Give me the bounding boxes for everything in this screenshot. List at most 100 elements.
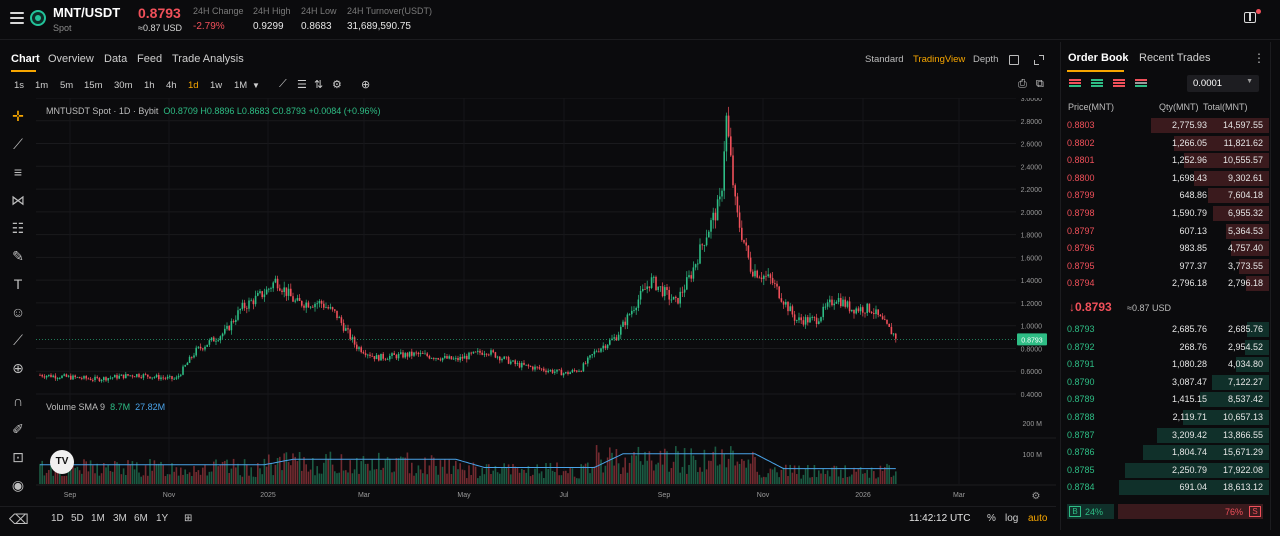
bid-row[interactable]: 0.8785 2,250.79 17,922.08 (1061, 462, 1269, 479)
zoom-icon[interactable]: ⊕ (12, 360, 24, 376)
tab-recent-trades[interactable]: Recent Trades (1139, 52, 1211, 64)
view-tradingview[interactable]: TradingView (913, 54, 966, 65)
lock-icon[interactable]: ⊡ (12, 449, 24, 465)
emoji-icon[interactable]: ☺ (10, 304, 26, 320)
bid-row[interactable]: 0.8792 268.76 2,954.52 (1061, 339, 1269, 356)
brush-icon[interactable]: ✎ (12, 248, 24, 264)
interval-15m[interactable]: 15m (84, 80, 103, 91)
expand-icon[interactable] (1034, 55, 1044, 65)
range-3m[interactable]: 3M (113, 513, 127, 524)
bid-row[interactable]: 0.8787 3,209.42 13,866.55 (1061, 427, 1269, 444)
range-1d[interactable]: 1D (51, 513, 64, 524)
view-depth[interactable]: Depth (973, 54, 999, 65)
indicator-icon[interactable]: ⟋ (279, 78, 287, 90)
bid-price: 0.8784 (1067, 482, 1095, 493)
bid-row[interactable]: 0.8786 1,804.74 15,671.29 (1061, 444, 1269, 461)
percent-scale-toggle[interactable]: % (987, 513, 996, 524)
chart-area[interactable]: 3.0000 2.8000 2.6000 2.4000 2.2000 2.0000 1.80… (36, 98, 1056, 506)
lock-drawing-icon[interactable]: ✐ (12, 421, 24, 437)
crosshair-icon[interactable]: ✛ (12, 108, 24, 124)
candle-body (556, 369, 558, 372)
magnet-icon[interactable]: ∩ (12, 393, 24, 409)
camera-icon[interactable]: ⎙ (1018, 78, 1027, 90)
more-options-icon[interactable]: ⋮ (1253, 51, 1265, 65)
header-total[interactable]: Total(MNT) (1203, 102, 1248, 112)
ask-row[interactable]: 0.8803 2,775.93 14,597.55 (1061, 117, 1269, 134)
candle-body (52, 375, 54, 378)
text-icon[interactable]: T (13, 276, 23, 292)
range-1m[interactable]: 1M (91, 513, 105, 524)
pattern-icon[interactable]: ⋈ (11, 192, 25, 208)
interval-1d[interactable]: 1d (188, 80, 199, 91)
tab-data[interactable]: Data (104, 53, 128, 65)
pair-selector[interactable]: MNT/USDT (53, 5, 121, 20)
layout-icon[interactable] (1244, 12, 1256, 23)
scrollbar[interactable] (1270, 42, 1280, 530)
view-standard[interactable]: Standard (865, 54, 904, 65)
mode-bids-icon[interactable] (1091, 79, 1103, 89)
mode-asks-icon[interactable] (1113, 79, 1125, 89)
range-5d[interactable]: 5D (71, 513, 84, 524)
bid-row[interactable]: 0.8789 1,415.15 8,537.42 (1061, 391, 1269, 408)
ruler-icon[interactable]: ⟋ (13, 332, 23, 348)
bid-row[interactable]: 0.8793 2,685.76 2,685.76 (1061, 321, 1269, 338)
settings-icon[interactable]: ⚙ (332, 79, 342, 91)
compare-icon[interactable]: ⇅ (314, 79, 324, 91)
menu-icon[interactable] (10, 12, 24, 26)
horizontal-lines-icon[interactable]: ≡ (13, 164, 23, 180)
tab-trade-analysis[interactable]: Trade Analysis (172, 53, 244, 65)
fib-icon[interactable]: ☷ (11, 220, 25, 236)
volume-bar (272, 475, 274, 484)
ask-row[interactable]: 0.8801 1,252.96 10,555.57 (1061, 152, 1269, 169)
interval-5m[interactable]: 5m (60, 80, 74, 91)
mode-split-icon[interactable] (1135, 79, 1147, 89)
ask-row[interactable]: 0.8795 977.37 3,773.55 (1061, 258, 1269, 275)
add-icon[interactable]: ⊕ (361, 79, 371, 91)
range-6m[interactable]: 6M (134, 513, 148, 524)
ask-price: 0.8798 (1067, 208, 1095, 218)
volume-bar (56, 471, 59, 484)
ask-row[interactable]: 0.8799 648.86 7,604.18 (1061, 187, 1269, 204)
tab-order-book[interactable]: Order Book (1068, 52, 1129, 64)
trendline-icon[interactable]: ⟋ (13, 136, 23, 152)
tab-overview[interactable]: Overview (48, 53, 94, 65)
price-chart[interactable]: 3.0000 2.8000 2.6000 2.4000 2.2000 2.0000 1.80… (36, 98, 1056, 506)
ask-row[interactable]: 0.8798 1,590.79 6,955.32 (1061, 205, 1269, 222)
volume-bar (342, 470, 345, 484)
date-range-icon[interactable]: ⊞ (184, 513, 193, 524)
ask-row[interactable]: 0.8797 607.13 5,364.53 (1061, 223, 1269, 240)
ask-qty: 607.13 (1179, 225, 1207, 236)
ask-row[interactable]: 0.8800 1,698.43 9,302.61 (1061, 170, 1269, 187)
mode-both-icon[interactable] (1069, 79, 1081, 89)
bid-row[interactable]: 0.8788 2,119.71 10,657.13 (1061, 409, 1269, 426)
bid-row[interactable]: 0.8784 691.04 18,613.12 (1061, 479, 1269, 496)
ask-row[interactable]: 0.8802 1,266.05 11,821.62 (1061, 135, 1269, 152)
interval-4h[interactable]: 4h (166, 80, 177, 91)
log-scale-toggle[interactable]: log (1005, 513, 1019, 524)
interval-dropdown-icon[interactable]: ▼ (252, 81, 260, 90)
fullscreen-icon[interactable]: ⧉ (1036, 78, 1044, 90)
checkbox-icon[interactable] (1009, 55, 1019, 65)
volume-bar (283, 453, 285, 484)
bid-row[interactable]: 0.8791 1,080.28 4,034.80 (1061, 356, 1269, 373)
interval-1s[interactable]: 1s (14, 80, 25, 91)
interval-1M[interactable]: 1M (234, 80, 248, 91)
eye-icon[interactable]: ◉ (11, 477, 25, 493)
ask-row[interactable]: 0.8796 983.85 4,757.40 (1061, 240, 1269, 257)
interval-1h[interactable]: 1h (144, 80, 155, 91)
chart-type-icon[interactable]: ☰ (297, 79, 307, 91)
volume-bar (122, 468, 125, 484)
ask-row[interactable]: 0.8794 2,796.18 2,796.18 (1061, 275, 1269, 292)
interval-30m[interactable]: 30m (114, 80, 133, 91)
trash-icon[interactable]: ⌫ (9, 511, 29, 527)
auto-scale-toggle[interactable]: auto (1028, 513, 1048, 524)
bid-qty: 2,250.79 (1171, 464, 1207, 475)
interval-1m[interactable]: 1m (35, 80, 49, 91)
interval-1w[interactable]: 1w (210, 80, 223, 91)
tab-chart[interactable]: Chart (11, 53, 40, 65)
utc-clock[interactable]: 11:42:12 UTC (909, 513, 971, 524)
precision-select[interactable]: 0.0001 ▼ (1187, 75, 1259, 92)
tab-feed[interactable]: Feed (137, 53, 163, 65)
range-1y[interactable]: 1Y (156, 513, 169, 524)
bid-row[interactable]: 0.8790 3,087.47 7,122.27 (1061, 374, 1269, 391)
